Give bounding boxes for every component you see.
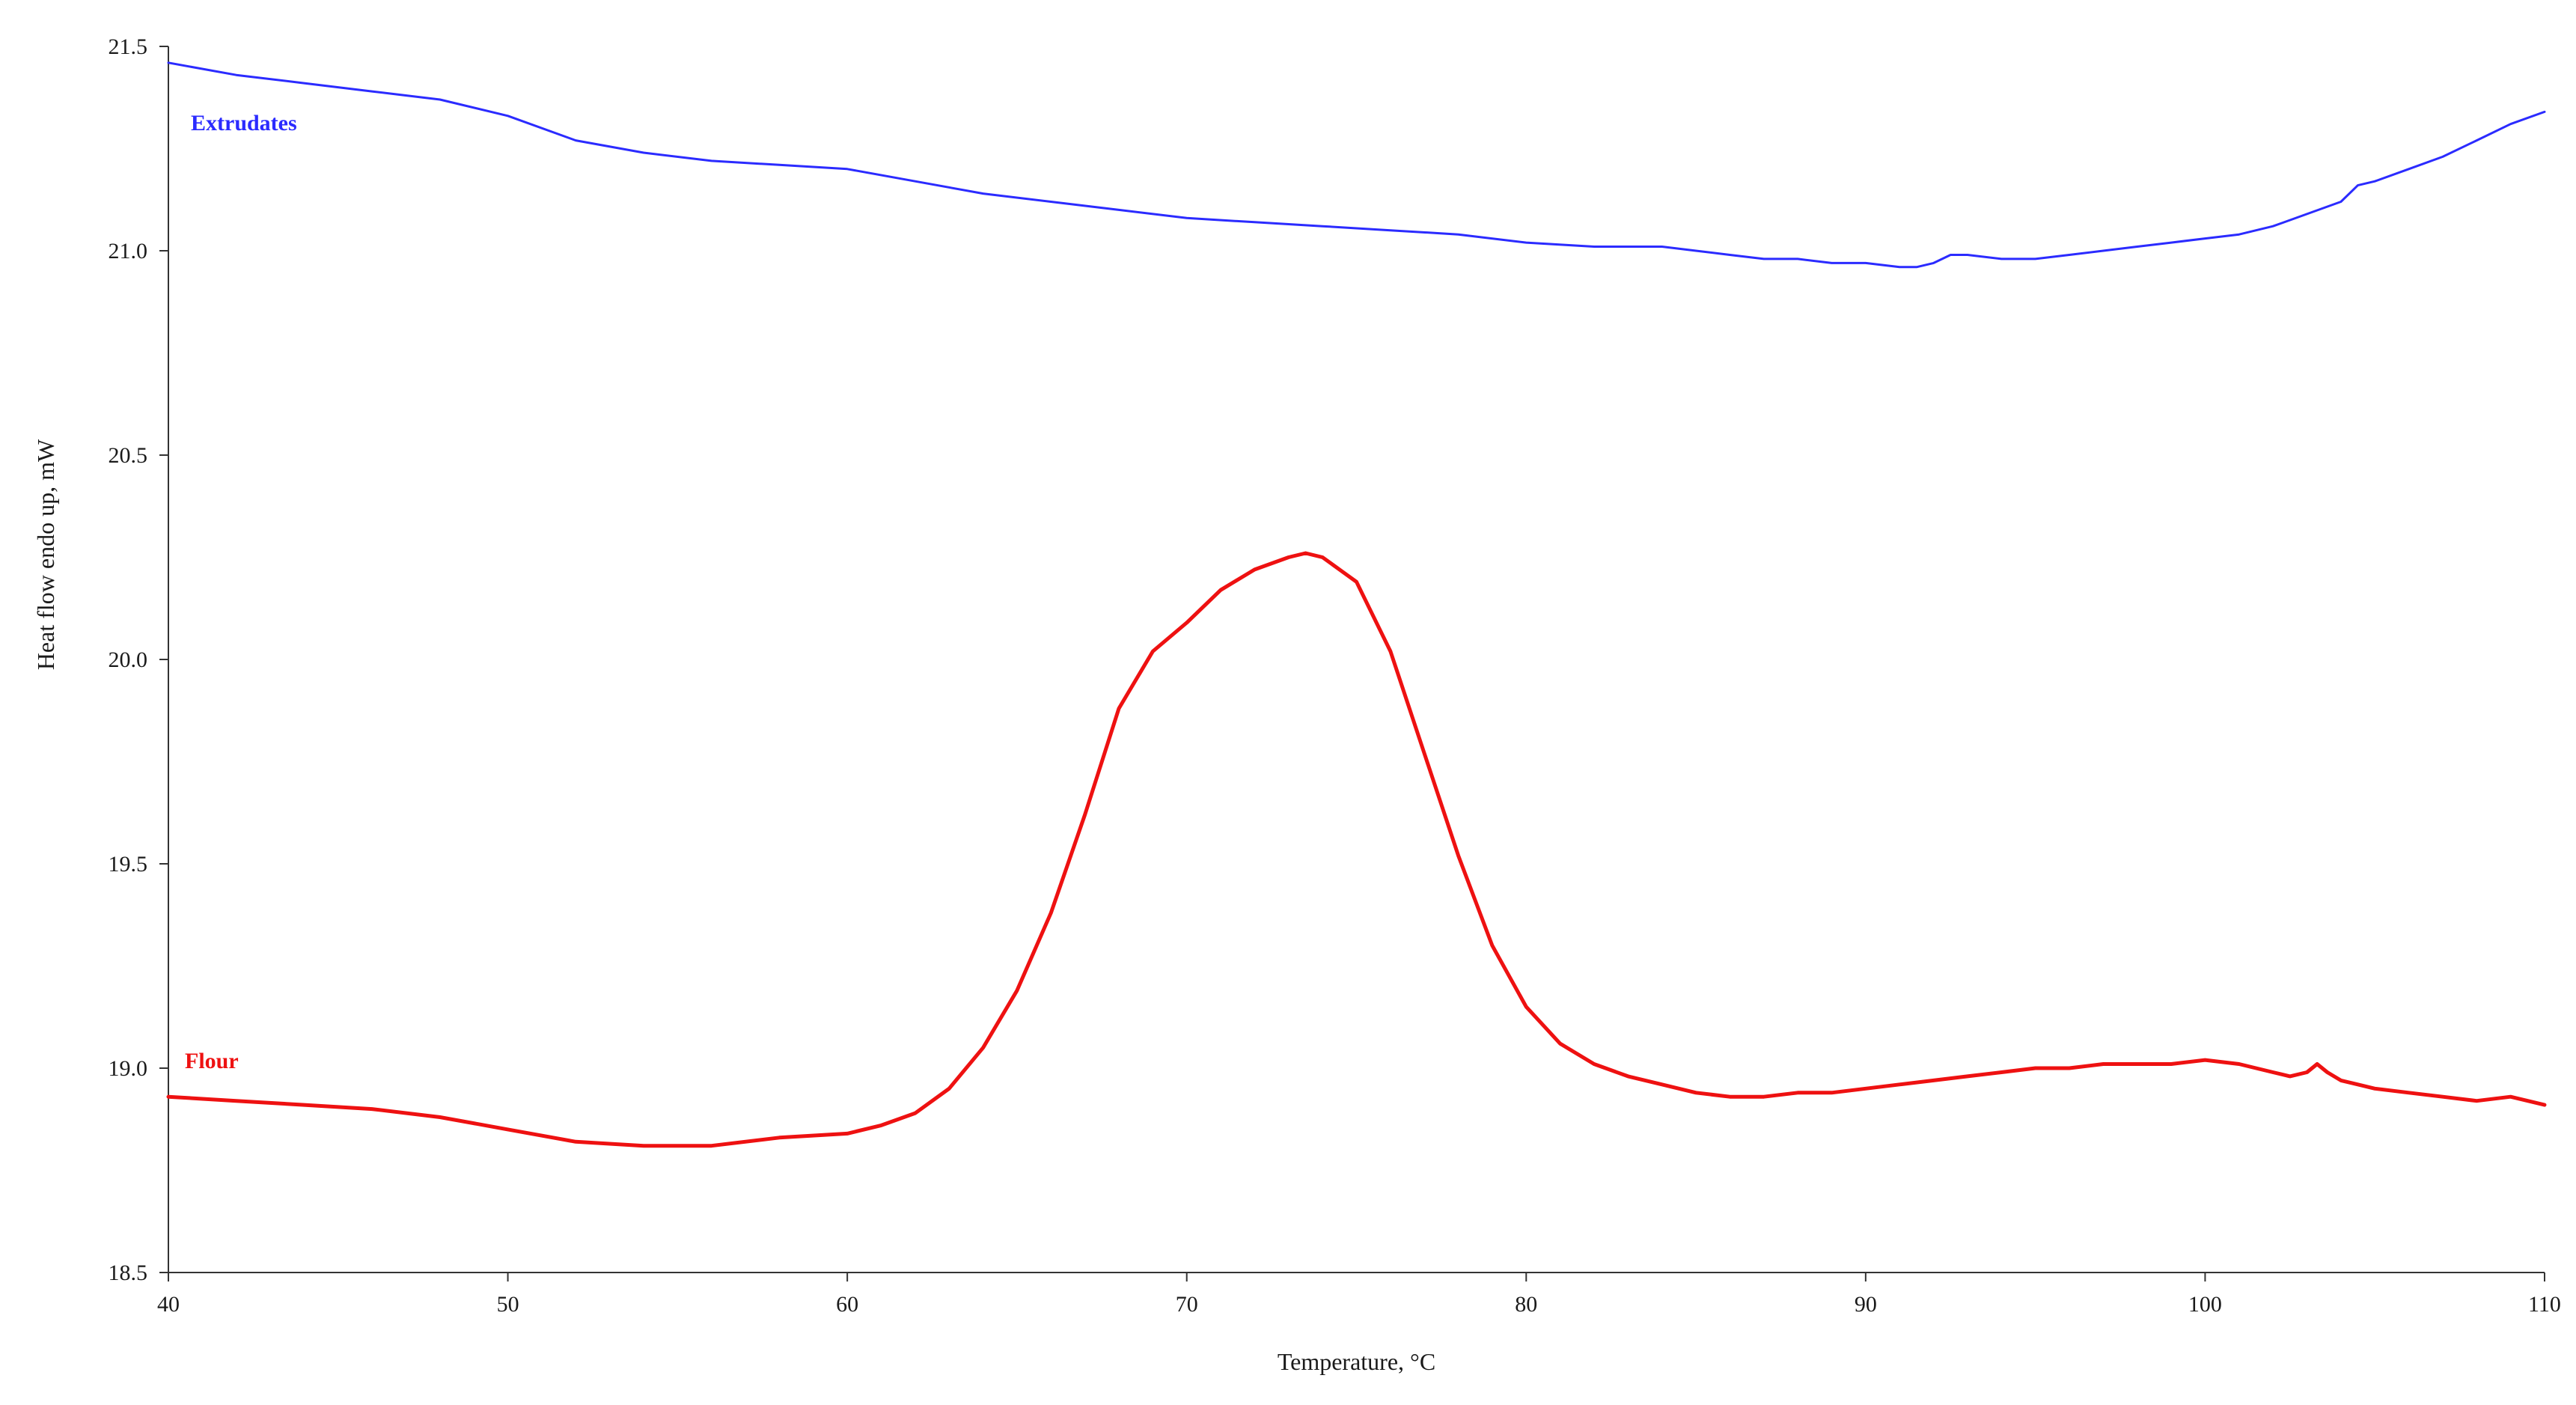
y-tick-label: 19.0: [109, 1056, 148, 1081]
x-tick-label: 40: [157, 1292, 180, 1317]
y-axis-ticks: 18.5 19.0 19.5 20.0 20.5 21.0 21.5: [109, 34, 168, 1285]
series-labels: Extrudates Flour: [185, 111, 297, 1073]
x-tick-label: 90: [1855, 1292, 1877, 1317]
x-tick-label: 110: [2528, 1292, 2561, 1317]
x-tick-label: 60: [836, 1292, 858, 1317]
y-axis-title: Heat flow endo up, mW: [32, 439, 59, 670]
y-tick-label: 21.5: [109, 34, 148, 59]
y-tick-label: 19.5: [109, 852, 148, 877]
x-axis-ticks: 40 50 60 70 80 90 100 110: [157, 1273, 2561, 1317]
y-tick-label: 20.5: [109, 443, 148, 468]
series-label-extrudates: Extrudates: [191, 111, 297, 135]
x-tick-label: 70: [1176, 1292, 1198, 1317]
x-tick-label: 100: [2188, 1292, 2222, 1317]
series-line-flour: [166, 551, 2547, 1148]
x-tick-label: 50: [497, 1292, 519, 1317]
x-tick-label: 80: [1515, 1292, 1537, 1317]
series-label-flour: Flour: [185, 1049, 239, 1073]
y-tick-label: 18.5: [109, 1261, 148, 1285]
plot-area: 40 50 60 70 80 90 100 110 18.5 19.0 19.5 20.0 20.5 2…: [109, 34, 2561, 1317]
y-tick-label: 20.0: [109, 647, 148, 672]
series-line-extrudates: [167, 61, 2546, 269]
series-lines: [166, 61, 2547, 1148]
x-axis-title: Temperature, °C: [1278, 1348, 1435, 1375]
y-tick-label: 21.0: [109, 239, 148, 263]
